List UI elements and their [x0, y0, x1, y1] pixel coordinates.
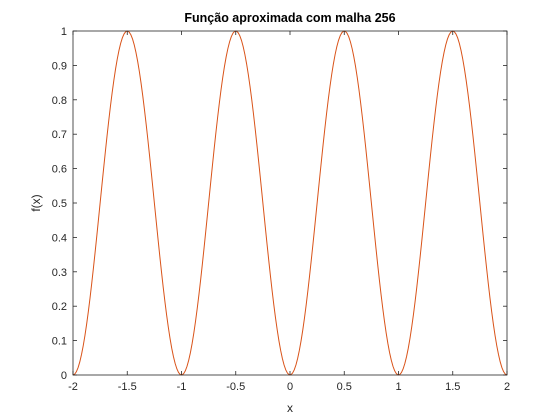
- y-tick-label: 0.5: [52, 198, 67, 210]
- x-tick-label: 1: [395, 381, 401, 393]
- y-tick-label: 0.8: [52, 95, 67, 107]
- x-tick-label: 0: [287, 381, 293, 393]
- axes-box: [72, 30, 508, 376]
- y-tick-label: 0.1: [52, 336, 67, 348]
- x-tick-label: 1.5: [445, 381, 460, 393]
- y-axis-ticks: 0 0.1 0.2 0.3 0.4 0.5 0.6 0.7 0.8 0.9 1: [52, 26, 507, 382]
- x-axis-ticks: -2 -1.5 -1 -0.5 0 0.5 1 1.5 2: [68, 31, 510, 393]
- x-tick-label: -1.5: [118, 381, 137, 393]
- x-axis-label: x: [287, 401, 293, 415]
- y-tick-label: 0.4: [52, 232, 67, 244]
- x-tick-label: -1: [177, 381, 187, 393]
- x-tick-label: -2: [68, 381, 78, 393]
- y-tick-label: 1: [61, 26, 67, 38]
- x-tick-label: 2: [504, 381, 510, 393]
- x-tick-label: 0.5: [337, 381, 352, 393]
- plot-area: [73, 31, 507, 375]
- y-axis-label: f(x): [29, 194, 43, 211]
- x-tick-label: -0.5: [226, 381, 245, 393]
- y-tick-label: 0.7: [52, 129, 67, 141]
- y-tick-label: 0.2: [52, 301, 67, 313]
- y-tick-label: 0.6: [52, 164, 67, 176]
- chart-title: Função aproximada com malha 256: [184, 11, 395, 25]
- y-tick-label: 0.3: [52, 267, 67, 279]
- y-tick-label: 0: [61, 370, 67, 382]
- y-tick-label: 0.9: [52, 60, 67, 72]
